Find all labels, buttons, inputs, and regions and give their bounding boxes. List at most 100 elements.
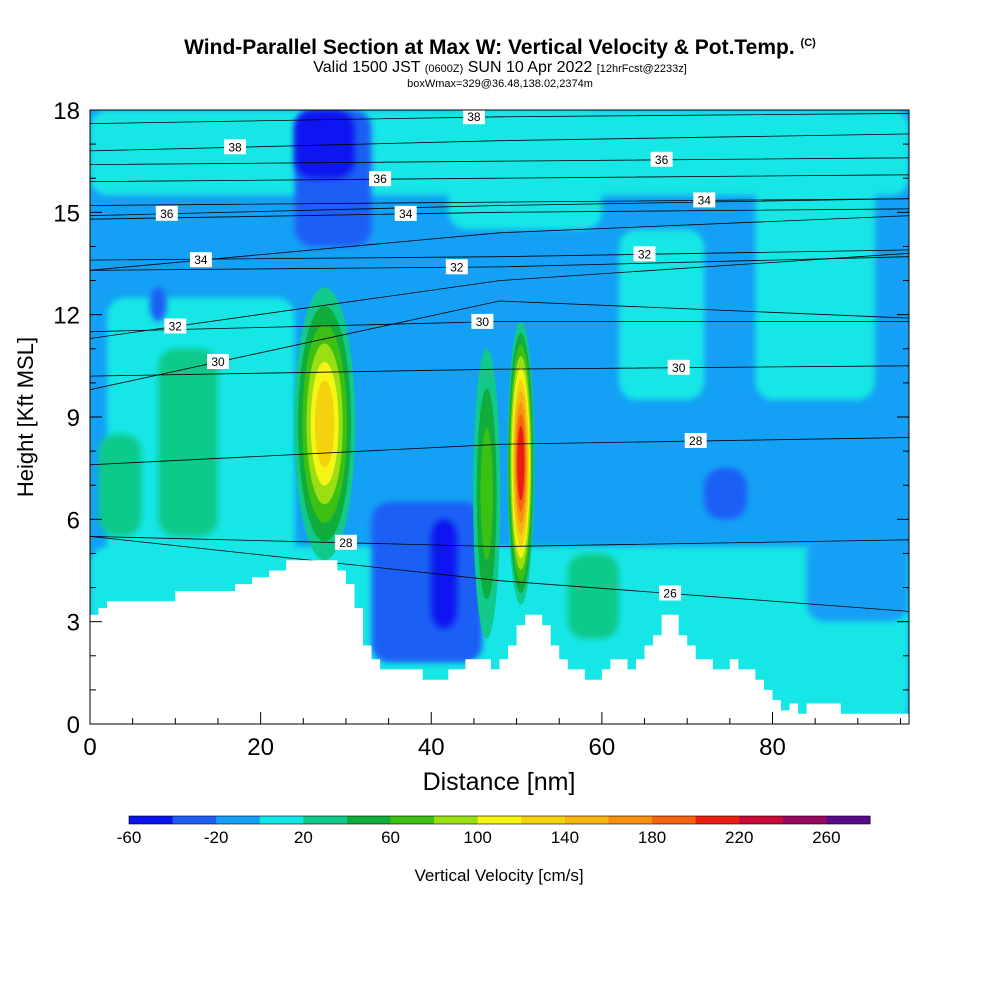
colorbar-segment [652,816,697,824]
theta-label-text: 36 [373,172,387,186]
updraft-core [314,380,335,468]
theta-label-box [684,433,707,448]
colorbar-segment [608,816,653,824]
forecast-info: [12hrFcst@2233z] [596,63,687,75]
theta-contour-label: 30 [667,359,690,375]
x-axis-label: Distance [nm] [423,768,576,796]
colorbar-tick-label: 140 [551,828,579,847]
colorbar-segment [346,816,392,824]
theta-contour-line [90,113,909,124]
x-tick-label: 80 [759,734,786,761]
theta-contour-line [90,437,909,466]
field-region [755,178,875,400]
y-tick-label: 6 [67,507,80,534]
valid-zulu: (0600Z) [424,63,464,75]
theta-label-box [369,171,392,187]
updraft-core [480,428,493,560]
theta-label-text: 34 [194,253,208,267]
theta-label-text: 28 [689,434,703,448]
theta-label-text: 32 [450,260,464,274]
field-region [431,519,457,629]
theta-contour-line [90,321,909,333]
theta-label-text: 32 [169,320,183,334]
theta-contour-label: 38 [224,139,246,155]
theta-contour-line [90,157,909,165]
theta-label-text: 36 [655,153,669,167]
theta-contour-label: 36 [650,151,673,167]
theta-label-box [155,205,178,221]
colorbar-segment [216,816,261,824]
colorbar-tick-label: 260 [812,828,840,847]
colorbar-segment [259,816,304,824]
theta-contours [90,113,909,612]
theta-contour-label: 36 [155,205,178,221]
theta-contour-label: 34 [394,205,417,221]
colorbar-segment [129,816,174,824]
colorbar-segment [172,816,217,824]
theta-label-text: 30 [476,315,490,329]
theta-contour-line [90,208,909,220]
colorbar-tick-label: -20 [204,828,229,847]
theta-label-box [164,318,187,334]
theta-label-box [334,534,357,550]
theta-contour-label: 30 [471,313,494,329]
field-region [294,110,355,179]
theta-label-text: 34 [399,207,413,221]
theta-contour-line [90,198,909,206]
theta-label-box [659,585,682,601]
y-tick-label: 15 [53,200,80,227]
chart-title-suffix: (C) [800,37,816,49]
theta-contour-label: 28 [334,534,357,550]
terrain [90,560,909,724]
theta-label-box [189,252,212,268]
colorbar-tick-label: 180 [638,828,666,847]
x-tick-label: 20 [247,734,274,761]
box-info: boxWmax=329@36.48,138.02,2374m [407,78,593,90]
theta-contour-label: 28 [684,433,707,448]
theta-label-text: 30 [672,361,686,375]
theta-contour-line [90,365,909,377]
theta-label-box [462,110,485,125]
y-axis-label: Height [Kft MSL] [13,337,38,497]
colorbar-tick-label: 100 [464,828,492,847]
updraft-core [517,425,525,501]
theta-contour-line [90,252,909,339]
colorbar-segment [303,816,348,824]
colorbar-segment [782,816,827,824]
theta-contour-label: 32 [164,318,187,334]
colorbar-tick-label: -60 [117,828,142,847]
theta-contour-label: 32 [633,246,656,262]
colorbar-segment [564,816,609,824]
x-tick-label: 0 [83,734,96,761]
field-region [806,536,909,622]
y-tick-label: 3 [67,610,80,637]
colorbar-segment [477,816,522,824]
chart-title-text: Wind-Parallel Section at Max W: Vertical… [184,36,795,59]
theta-label-text: 26 [663,587,677,601]
field-region [149,287,167,322]
field-region [371,502,483,663]
colorbar-segment [695,816,740,824]
theta-contour-label: 36 [369,171,392,187]
chart-title: Wind-Parallel Section at Max W: Vertical… [0,36,1000,60]
theta-contour-label: 34 [693,192,716,208]
y-tick-label: 18 [53,98,80,125]
theta-contour-label: 38 [462,110,485,125]
theta-label-text: 38 [228,140,242,154]
theta-contour-line [90,536,909,612]
colorbar-tick-label: 60 [381,828,400,847]
theta-label-box [224,139,246,155]
colorbar-label: Vertical Velocity [cm/s] [414,866,583,885]
theta-label-text: 34 [698,193,712,207]
theta-contour-label: 26 [659,585,682,601]
valid-time: Valid 1500 JST [313,59,421,76]
valid-date: SUN 10 Apr 2022 [467,59,593,76]
colorbar-segment [739,816,784,824]
theta-label-text: 32 [638,247,652,261]
theta-label-box [667,359,690,375]
theta-contour-line [90,174,909,182]
y-tick-label: 0 [67,712,80,739]
theta-contour-line [90,256,909,271]
theta-contour-line [90,198,909,217]
